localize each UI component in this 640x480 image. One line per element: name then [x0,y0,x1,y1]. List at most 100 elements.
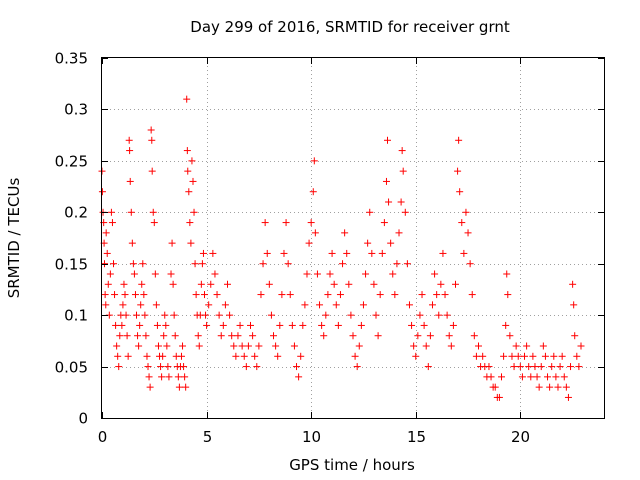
data-point [274,352,282,360]
data-point [353,363,361,371]
data-point [564,393,572,401]
y-tick-label: 0.15 [55,256,88,274]
data-point [395,229,403,237]
data-point [339,260,347,268]
data-point [102,301,110,309]
data-point [311,229,319,237]
data-point [518,373,526,381]
data-point [454,167,462,175]
data-point [135,342,143,350]
data-point [120,280,128,288]
data-point [106,270,114,278]
data-point [343,249,351,257]
data-point [334,321,342,329]
data-point [500,352,508,360]
data-point [170,311,178,319]
data-point [391,291,399,299]
y-tick-label: 0.05 [55,359,88,377]
x-axis-label: GPS time / hours [289,456,415,474]
data-point [179,342,187,350]
data-point [527,373,535,381]
data-point [537,363,545,371]
data-point [114,352,122,360]
data-point [326,270,334,278]
data-point [141,311,149,319]
data-point [399,167,407,175]
data-point [187,239,195,247]
data-point [330,280,338,288]
data-point [359,301,367,309]
data-point [387,239,395,247]
data-point [347,311,355,319]
data-point [521,352,529,360]
data-point [272,342,280,350]
data-point [556,363,564,371]
data-point [558,352,566,360]
data-point [263,249,271,257]
data-point [305,239,313,247]
data-point [504,291,512,299]
data-point [462,208,470,216]
data-point [567,363,575,371]
data-point [261,219,269,227]
data-point [288,321,296,329]
data-point [209,249,217,257]
data-point [393,260,401,268]
data-point [98,188,106,196]
data-point [136,321,144,329]
data-point [168,239,176,247]
data-point [200,291,208,299]
data-point [177,352,185,360]
data-point [133,311,141,319]
data-point [189,177,197,185]
data-point [374,332,382,340]
data-point [213,291,221,299]
y-tick-label: 0.3 [64,101,88,119]
data-point [502,321,510,329]
data-point [224,280,231,288]
data-point [310,157,318,165]
data-point [472,352,480,360]
data-point [282,219,290,227]
data-point [297,352,305,360]
data-point [163,342,171,350]
data-point [341,229,349,237]
data-point [548,363,556,371]
data-point [146,383,154,391]
data-point [299,321,307,329]
data-point [318,321,326,329]
data-point [198,260,206,268]
data-point [149,208,157,216]
data-point [424,363,432,371]
data-point [460,249,468,257]
data-point [138,280,146,288]
data-point [230,342,238,350]
data-point [364,239,372,247]
data-point [332,301,340,309]
data-point [443,311,451,319]
chart-title: Day 299 of 2016, SRMTID for receiver grn… [190,18,510,36]
data-point [232,352,240,360]
data-point [144,363,152,371]
data-point [107,208,115,216]
data-point [449,321,457,329]
data-point [571,332,579,340]
data-point [475,342,482,350]
data-point [324,291,332,299]
data-point [118,321,126,329]
data-point [238,342,246,350]
data-point [382,177,390,185]
data-point [316,301,324,309]
data-point [134,332,142,340]
data-point [122,311,130,319]
y-tick-label: 0.25 [55,153,88,171]
x-tick-label: 15 [407,428,426,446]
data-point [158,373,166,381]
data-point [240,352,248,360]
data-point [174,373,182,381]
data-point [190,208,198,216]
data-point [164,363,172,371]
data-point [368,249,376,257]
data-point [125,136,133,144]
data-point [278,291,286,299]
